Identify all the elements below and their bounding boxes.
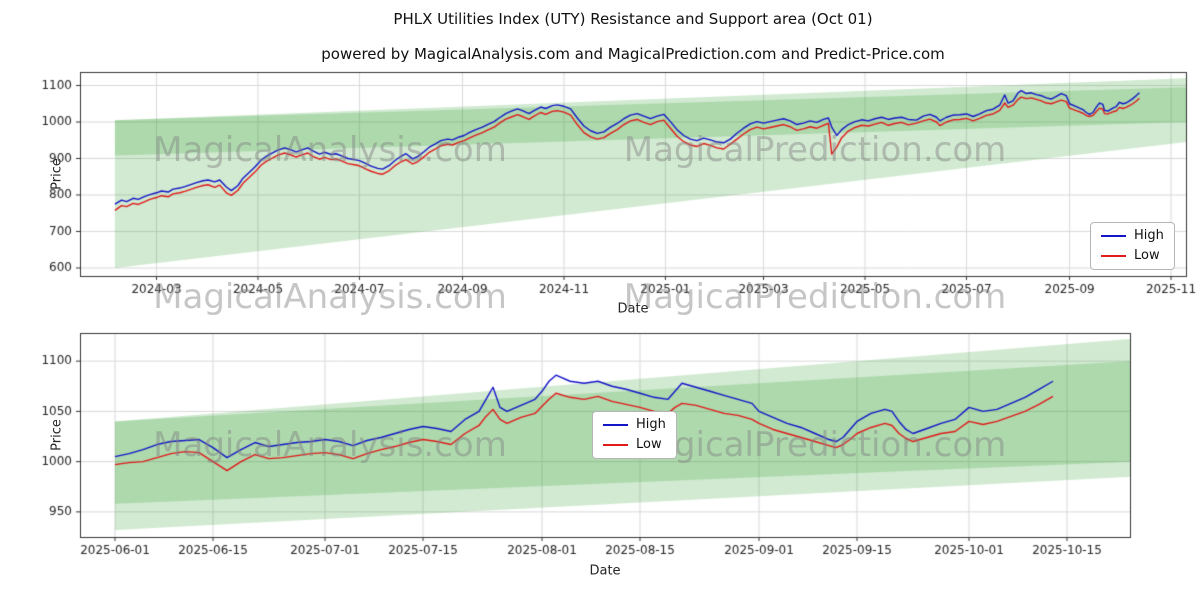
watermark-prediction-bottom: MagicalPrediction.com (623, 425, 1007, 465)
low-line-swatch (1101, 254, 1126, 257)
x-axis-label-bottom: Date (589, 563, 621, 579)
high-line-swatch (603, 423, 628, 426)
legend-entry-high: High (603, 417, 666, 432)
legend-entry-high: High (1101, 228, 1164, 243)
legend-entry-low: Low (603, 437, 666, 452)
legend-label-high: High (1134, 228, 1164, 243)
watermark-prediction-middle: MagicalPrediction.com (623, 277, 1007, 317)
watermark-analysis-bottom: MagicalAnalysis.com (153, 425, 507, 465)
watermark-prediction-top: MagicalPrediction.com (623, 130, 1007, 170)
x-axis-label-top: Date (617, 301, 649, 317)
watermark-analysis-middle: MagicalAnalysis.com (153, 277, 507, 317)
legend-label-low: Low (636, 437, 662, 452)
figure-subtitle: powered by MagicalAnalysis.com and Magic… (321, 45, 945, 63)
legend-entry-low: Low (1101, 248, 1164, 263)
watermark-analysis-top: MagicalAnalysis.com (153, 130, 507, 170)
figure-title: PHLX Utilities Index (UTY) Resistance an… (393, 10, 873, 28)
legend-label-low: Low (1134, 248, 1160, 263)
legend-bottom-chart: High Low (592, 411, 677, 459)
low-line-swatch (603, 443, 628, 446)
y-axis-label-top: Price (49, 158, 65, 190)
y-axis-label-bottom: Price (49, 419, 65, 451)
legend-label-high: High (636, 417, 666, 432)
legend-top-chart: High Low (1090, 222, 1175, 270)
high-line-swatch (1101, 234, 1126, 237)
